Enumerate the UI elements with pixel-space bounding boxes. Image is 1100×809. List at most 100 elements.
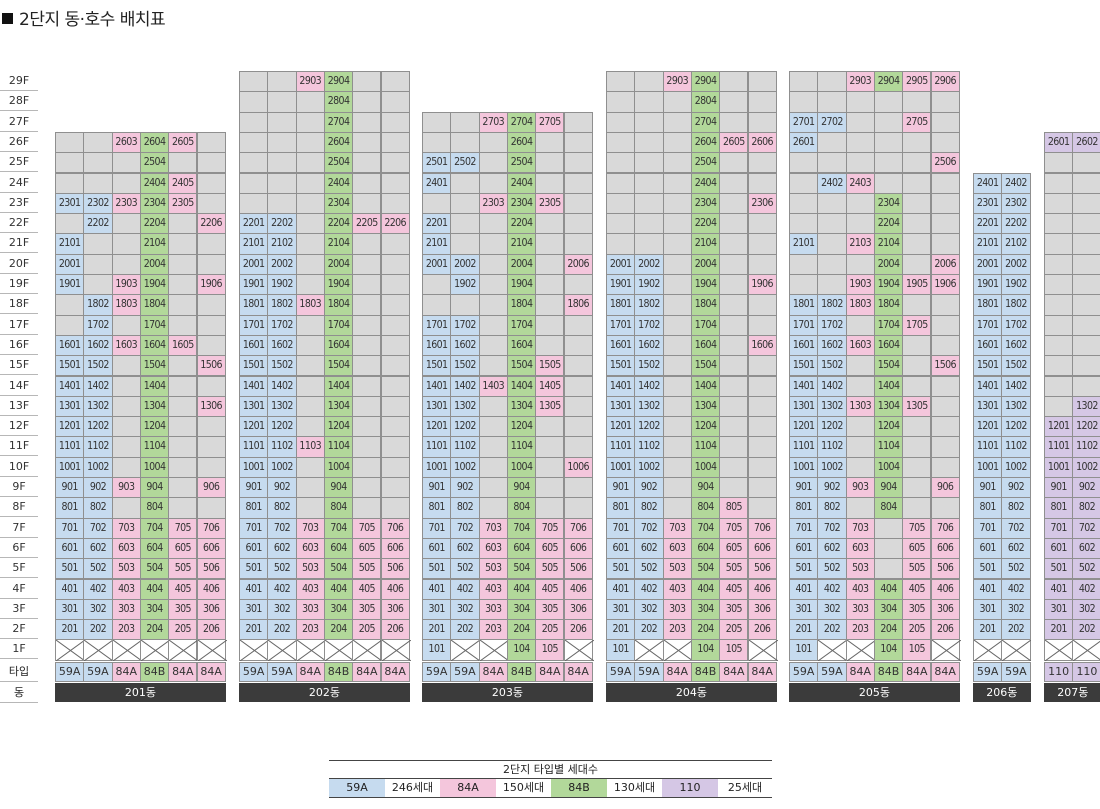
unit-cell[interactable]: 1804 [139, 294, 170, 316]
unit-cell[interactable]: 1404 [139, 375, 170, 397]
unit-cell[interactable]: 601 [606, 537, 636, 560]
unit-cell[interactable]: 1001 [789, 456, 819, 478]
unit-cell[interactable]: 1603 [111, 334, 141, 357]
unit-cell[interactable]: 206 [930, 619, 960, 641]
unit-cell[interactable]: 303 [478, 598, 508, 621]
unit-cell[interactable]: 2101 [55, 233, 85, 255]
unit-cell[interactable]: 301 [606, 598, 636, 621]
unit-cell[interactable]: 2301 [55, 192, 85, 215]
unit-cell[interactable]: 1702 [634, 314, 664, 336]
unit-cell[interactable]: 705 [902, 517, 932, 539]
unit-cell[interactable]: 1701 [606, 314, 636, 336]
unit-cell[interactable]: 1403 [478, 375, 508, 397]
unit-cell[interactable]: 2601 [789, 131, 819, 154]
unit-cell[interactable]: 1804 [323, 294, 354, 316]
unit-cell[interactable]: 201 [789, 619, 819, 641]
unit-cell[interactable]: 2104 [506, 233, 537, 255]
unit-cell[interactable]: 1701 [239, 314, 269, 336]
unit-cell[interactable]: 104 [690, 639, 721, 661]
unit-cell[interactable]: 2302 [1001, 192, 1031, 215]
unit-cell[interactable]: 2605 [719, 131, 749, 154]
unit-cell[interactable]: 2705 [902, 111, 932, 133]
unit-cell[interactable]: 2401 [422, 172, 452, 194]
unit-cell[interactable]: 1401 [973, 375, 1003, 397]
unit-cell[interactable]: 1001 [239, 456, 269, 478]
unit-cell[interactable]: 2804 [323, 91, 354, 113]
unit-cell[interactable]: 1404 [873, 375, 904, 397]
unit-cell[interactable]: 2206 [380, 213, 410, 235]
unit-cell[interactable]: 1201 [973, 416, 1003, 438]
unit-cell[interactable]: 1502 [450, 355, 480, 377]
unit-cell[interactable]: 2204 [139, 213, 170, 235]
unit-cell[interactable]: 2502 [450, 152, 480, 174]
unit-cell[interactable]: 602 [634, 537, 664, 560]
unit-cell[interactable]: 1701 [789, 314, 819, 336]
unit-cell[interactable]: 1102 [817, 436, 847, 458]
unit-cell[interactable]: 506 [747, 558, 777, 580]
unit-cell[interactable]: 1502 [267, 355, 297, 377]
unit-cell[interactable]: 1302 [83, 395, 113, 418]
unit-cell[interactable]: 2405 [168, 172, 198, 194]
unit-cell[interactable]: 1901 [973, 274, 1003, 296]
unit-cell[interactable]: 303 [295, 598, 325, 621]
unit-cell[interactable]: 303 [845, 598, 875, 621]
unit-cell[interactable]: 2905 [902, 71, 932, 93]
unit-cell[interactable]: 2101 [973, 233, 1003, 255]
unit-cell[interactable]: 705 [352, 517, 382, 539]
unit-cell[interactable]: 401 [55, 578, 85, 600]
unit-cell[interactable]: 2904 [873, 71, 904, 93]
unit-cell[interactable]: 705 [719, 517, 749, 539]
unit-cell[interactable]: 1304 [323, 395, 354, 418]
unit-cell[interactable]: 706 [930, 517, 960, 539]
unit-cell[interactable]: 304 [873, 598, 904, 621]
unit-cell[interactable]: 1302 [1072, 395, 1100, 418]
unit-cell[interactable]: 2604 [139, 131, 170, 154]
unit-cell[interactable]: 101 [422, 639, 452, 661]
unit-cell[interactable]: 1704 [139, 314, 170, 336]
unit-cell[interactable]: 1102 [83, 436, 113, 458]
unit-cell[interactable]: 1004 [139, 456, 170, 478]
unit-cell[interactable]: 1906 [930, 274, 960, 296]
unit-cell[interactable]: 801 [239, 497, 269, 519]
unit-cell[interactable]: 2001 [606, 253, 636, 275]
unit-cell[interactable]: 1104 [139, 436, 170, 458]
unit-cell[interactable]: 1006 [563, 456, 593, 478]
unit-cell[interactable]: 204 [690, 619, 721, 641]
unit-cell[interactable]: 501 [789, 558, 819, 580]
unit-cell[interactable]: 1604 [506, 334, 537, 357]
unit-cell[interactable]: 603 [662, 537, 692, 560]
unit-cell[interactable]: 306 [930, 598, 960, 621]
unit-cell[interactable]: 2104 [690, 233, 721, 255]
unit-cell[interactable]: 504 [506, 558, 537, 580]
unit-cell[interactable]: 2404 [323, 172, 354, 194]
unit-cell[interactable]: 702 [267, 517, 297, 539]
unit-cell[interactable]: 1101 [239, 436, 269, 458]
unit-cell[interactable]: 2903 [845, 71, 875, 93]
unit-cell[interactable]: 404 [506, 578, 537, 600]
unit-cell[interactable]: 1202 [634, 416, 664, 438]
unit-cell[interactable]: 2002 [450, 253, 480, 275]
unit-cell[interactable]: 1702 [83, 314, 113, 336]
unit-cell[interactable]: 2304 [139, 192, 170, 215]
unit-cell[interactable]: 1702 [1001, 314, 1031, 336]
unit-cell[interactable]: 201 [422, 619, 452, 641]
unit-cell[interactable]: 2001 [422, 253, 452, 275]
unit-cell[interactable]: 204 [506, 619, 537, 641]
unit-cell[interactable]: 1801 [789, 294, 819, 316]
unit-cell[interactable]: 2604 [323, 131, 354, 154]
unit-cell[interactable]: 1601 [422, 334, 452, 357]
unit-cell[interactable]: 402 [1001, 578, 1031, 600]
unit-cell[interactable]: 902 [267, 477, 297, 499]
unit-cell[interactable]: 2104 [323, 233, 354, 255]
unit-cell[interactable]: 2705 [535, 111, 565, 133]
unit-cell[interactable]: 1904 [323, 274, 354, 296]
unit-cell[interactable]: 706 [563, 517, 593, 539]
unit-cell[interactable]: 903 [111, 477, 141, 499]
unit-cell[interactable]: 1401 [239, 375, 269, 397]
unit-cell[interactable]: 601 [422, 537, 452, 560]
unit-cell[interactable]: 1501 [239, 355, 269, 377]
unit-cell[interactable]: 604 [139, 537, 170, 560]
unit-cell[interactable]: 1803 [845, 294, 875, 316]
unit-cell[interactable]: 105 [902, 639, 932, 661]
unit-cell[interactable]: 304 [139, 598, 170, 621]
